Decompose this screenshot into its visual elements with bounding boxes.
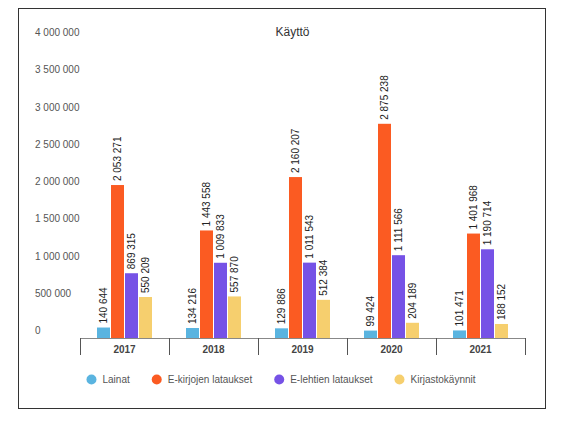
x-tick-label: 2021 bbox=[469, 344, 492, 355]
data-label: 101 471 bbox=[455, 290, 466, 327]
tick-mark bbox=[77, 300, 80, 301]
y-tick-label: 1 500 000 bbox=[35, 213, 80, 224]
bar bbox=[495, 324, 508, 338]
bar bbox=[453, 330, 466, 338]
category-separator bbox=[347, 338, 348, 355]
y-tick-label: 1 000 000 bbox=[35, 251, 80, 262]
tick-mark bbox=[77, 114, 80, 115]
bar bbox=[364, 331, 377, 338]
legend-swatch bbox=[86, 375, 96, 385]
legend-swatch bbox=[152, 375, 162, 385]
data-label: 1 443 558 bbox=[202, 182, 213, 227]
legend-swatch bbox=[394, 375, 404, 385]
y-tick-label: 500 000 bbox=[35, 288, 72, 299]
title: Käyttö bbox=[275, 25, 309, 39]
category-separator bbox=[525, 338, 526, 355]
legend: Lainat E-kirjojen lataukset E-lehtien lata… bbox=[86, 374, 475, 385]
y-tick-label: 3 500 000 bbox=[35, 64, 80, 75]
data-label: 2 160 207 bbox=[291, 128, 302, 173]
chart: Käyttö 0 500 000 1 000 000 1 500 000 2 000 00… bbox=[0, 0, 562, 422]
data-label: 129 886 bbox=[277, 288, 288, 325]
data-label: 1 401 968 bbox=[469, 185, 480, 230]
x-axis bbox=[80, 338, 525, 339]
bar bbox=[392, 255, 405, 338]
data-label: 1 190 714 bbox=[483, 200, 494, 245]
data-label: 140 644 bbox=[99, 287, 110, 324]
bar bbox=[139, 297, 152, 338]
x-tick-label: 2020 bbox=[380, 344, 403, 355]
bar bbox=[228, 296, 241, 338]
bar bbox=[317, 300, 330, 338]
data-label: 2 875 238 bbox=[380, 75, 391, 120]
data-label: 99 424 bbox=[366, 296, 377, 327]
y-tick-label: 3 000 000 bbox=[35, 102, 80, 113]
data-label: 1 011 543 bbox=[305, 214, 316, 258]
legend-item: Kirjastokäynnit bbox=[394, 374, 475, 385]
bar bbox=[406, 323, 419, 338]
data-label: 2 053 271 bbox=[113, 136, 124, 181]
data-label: 512 384 bbox=[319, 259, 330, 296]
y-tick-label: 4 000 000 bbox=[35, 27, 80, 38]
legend-label: E-lehtien lataukset bbox=[290, 374, 372, 385]
bar bbox=[200, 230, 213, 338]
data-label: 557 870 bbox=[230, 256, 241, 293]
bar bbox=[186, 328, 199, 338]
legend-label: Lainat bbox=[102, 374, 129, 385]
data-label: 1 111 566 bbox=[394, 208, 405, 251]
legend-item: E-lehtien lataukset bbox=[274, 374, 372, 385]
y-tick-label: 0 bbox=[35, 325, 41, 336]
data-label: 550 209 bbox=[141, 256, 152, 293]
category-separator bbox=[80, 338, 81, 355]
data-label: 134 216 bbox=[188, 287, 199, 324]
data-label: 188 152 bbox=[497, 283, 508, 320]
y-tick-label: 2 000 000 bbox=[35, 176, 80, 187]
x-tick-label: 2019 bbox=[291, 344, 314, 355]
tick-mark bbox=[77, 189, 80, 190]
tick-mark bbox=[77, 338, 80, 339]
bar bbox=[97, 328, 110, 338]
bar bbox=[214, 263, 227, 338]
bars bbox=[97, 124, 508, 338]
data-labels: 140 644 134 216 129 886 99 424 101 471 2 053 … bbox=[99, 75, 508, 327]
bar bbox=[467, 234, 480, 338]
data-label: 204 189 bbox=[408, 282, 419, 319]
tick-mark bbox=[77, 263, 80, 264]
bar bbox=[289, 177, 302, 338]
legend-label: E-kirjojen lataukset bbox=[168, 374, 253, 385]
legend-label: Kirjastokäynnit bbox=[410, 374, 475, 385]
category-separator bbox=[258, 338, 259, 355]
bar bbox=[481, 249, 494, 338]
bar bbox=[125, 273, 138, 338]
data-label: 1 009 833 bbox=[216, 214, 227, 259]
category-separator bbox=[436, 338, 437, 355]
tick-mark bbox=[77, 77, 80, 78]
x-tick-label: 2018 bbox=[202, 344, 225, 355]
bar bbox=[275, 328, 288, 338]
legend-item: E-kirjojen lataukset bbox=[152, 374, 253, 385]
frame bbox=[19, 9, 546, 409]
bar bbox=[303, 263, 316, 338]
legend-item: Lainat bbox=[86, 374, 129, 385]
y-tick-label: 2 500 000 bbox=[35, 139, 80, 150]
x-tick-label: 2017 bbox=[113, 344, 136, 355]
tick-mark bbox=[77, 226, 80, 227]
legend-swatch bbox=[274, 375, 284, 385]
tick-mark bbox=[77, 40, 80, 41]
category-separator bbox=[169, 338, 170, 355]
bar bbox=[111, 185, 124, 338]
data-label: 869 315 bbox=[127, 233, 138, 270]
bar bbox=[378, 124, 391, 338]
tick-mark bbox=[77, 151, 80, 152]
